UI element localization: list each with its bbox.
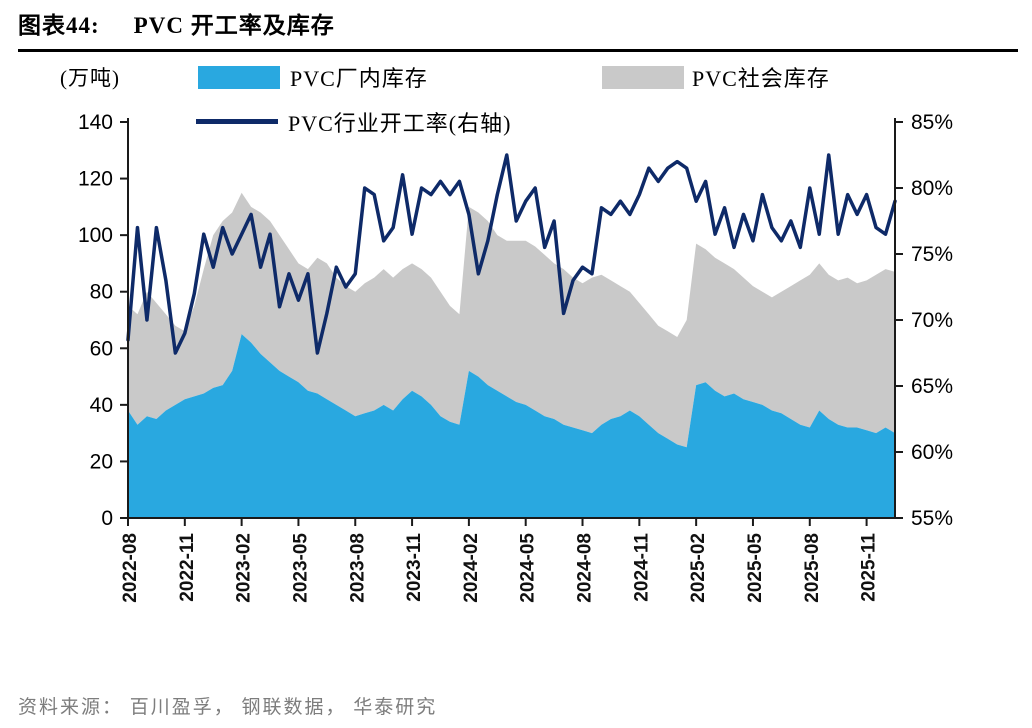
figure-number: 图表44: bbox=[18, 13, 100, 38]
x-axis-tick-label: 2025-05 bbox=[745, 533, 766, 603]
factory-inventory-area bbox=[128, 334, 895, 518]
x-axis-tick-label: 2024-05 bbox=[518, 533, 539, 603]
right-axis-tick-label: 80% bbox=[911, 177, 953, 200]
x-axis-tick-label: 2024-11 bbox=[631, 533, 652, 602]
left-axis-tick-label: 40 bbox=[90, 394, 113, 417]
x-axis-tick-label: 2023-02 bbox=[234, 533, 255, 603]
legend-label-social-inventory: PVC社会库存 bbox=[692, 66, 830, 91]
data-source-note: 资料来源： 百川盈孚， 钢联数据， 华泰研究 bbox=[18, 697, 438, 718]
figure-header: 图表44: PVC 开工率及库存 bbox=[18, 6, 1018, 52]
x-axis-tick-label: 2025-02 bbox=[688, 533, 709, 603]
x-axis-tick-label: 2022-08 bbox=[120, 533, 141, 603]
left-axis-tick-label: 0 bbox=[101, 507, 113, 530]
x-axis-tick-label: 2023-11 bbox=[404, 533, 425, 602]
x-axis-tick-label: 2022-11 bbox=[177, 533, 198, 602]
x-axis-tick-label: 2025-08 bbox=[802, 533, 823, 603]
operating-rate-line bbox=[126, 153, 897, 355]
right-axis-tick-label: 55% bbox=[911, 507, 953, 530]
left-axis-tick-label: 60 bbox=[90, 337, 113, 360]
legend-label-operating-rate: PVC行业开工率(右轴) bbox=[288, 111, 512, 136]
left-axis-tick-label: 20 bbox=[90, 450, 113, 473]
legend-line-operating-rate bbox=[196, 119, 278, 124]
right-axis-tick-label: 60% bbox=[911, 441, 953, 464]
left-axis-unit-label: (万吨) bbox=[60, 66, 120, 90]
legend-swatch-factory-inventory bbox=[198, 66, 280, 89]
right-axis-tick-label: 75% bbox=[911, 243, 953, 266]
left-axis-tick-label: 100 bbox=[78, 224, 113, 247]
right-axis-tick-label: 70% bbox=[911, 309, 953, 332]
x-axis-tick-label: 2024-02 bbox=[461, 533, 482, 603]
x-axis-tick-label: 2023-08 bbox=[347, 533, 368, 603]
figure-title: PVC 开工率及库存 bbox=[133, 13, 335, 38]
social-inventory-area bbox=[128, 192, 895, 448]
right-axis-tick-label: 85% bbox=[911, 111, 953, 134]
right-axis-tick-label: 65% bbox=[911, 375, 953, 398]
x-axis-tick-label: 2024-08 bbox=[575, 533, 596, 603]
legend-label-factory-inventory: PVC厂内库存 bbox=[290, 66, 428, 91]
left-axis-tick-label: 120 bbox=[78, 168, 113, 191]
left-axis-tick-label: 80 bbox=[90, 281, 113, 304]
left-axis-tick-label: 140 bbox=[78, 111, 113, 134]
x-axis-tick-label: 2023-05 bbox=[290, 533, 311, 603]
x-axis-tick-label: 2025-11 bbox=[859, 533, 880, 602]
legend-swatch-social-inventory bbox=[602, 66, 684, 89]
